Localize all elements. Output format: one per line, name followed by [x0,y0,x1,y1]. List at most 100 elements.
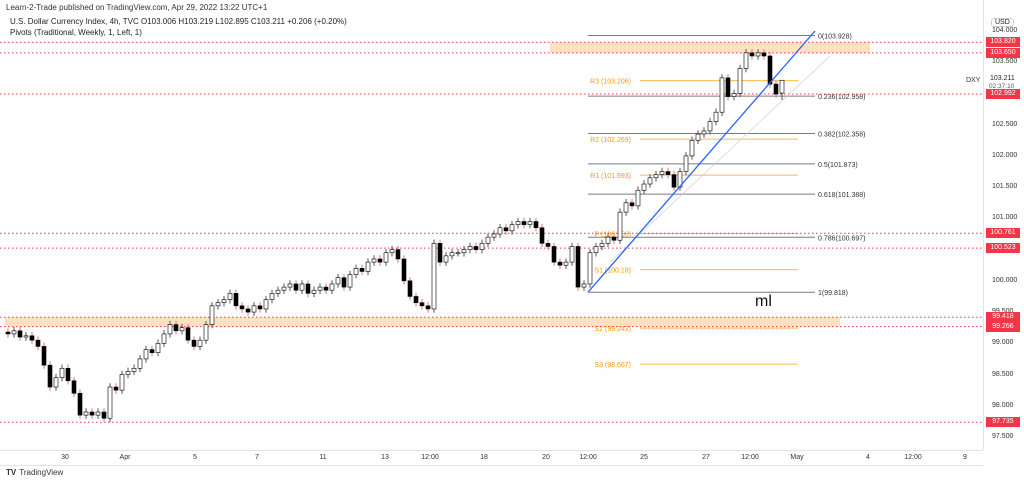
time-label: 27 [702,454,710,461]
fib-level-label: 0.5(101.873) [818,162,858,169]
candle-body [263,299,269,310]
price-chart[interactable]: 0(103.928) 0.236(102.958) 0.382(102.358) 0.… [0,0,983,450]
symbol-ohlc-line[interactable]: U.S. Dollar Currency Index, 4h, TVC O103… [10,17,347,26]
fib-level-label: 0(103.928) [818,33,852,40]
candle-body [269,293,275,300]
candle-body [719,77,725,113]
ticker-label: DXY [966,77,981,84]
time-axis[interactable]: 30 Apr 5 7 11 13 12:00 18 20 12:00 25 27… [0,450,983,466]
candle-body [161,333,167,344]
price-tick-label: 101.000 [992,214,1018,222]
pivot-label: S2 (99.243) [594,326,631,333]
candle-body [257,305,263,310]
candle-body [611,236,617,241]
currency-badge[interactable]: USD [991,18,1014,27]
candle-body [695,133,701,141]
candle-body [701,130,707,135]
candle-body [221,299,227,304]
candle-body [203,324,209,341]
candle-body [323,286,329,291]
candle-body [95,411,101,416]
candle-body [101,411,107,419]
candle-body [659,171,665,175]
candle-body [413,296,419,304]
price-tick-label: 97.500 [992,432,1014,440]
candle-body [185,327,191,341]
candle-body [251,305,257,313]
chart-annotation-text[interactable]: ml [755,293,772,310]
price-tick-label: 99.500 [992,308,1013,315]
candle-body [575,246,581,288]
candle-body [449,252,455,257]
candle-body [743,52,749,69]
price-tick-label: 103.500 [992,58,1018,66]
time-label: Apr [119,454,131,461]
candle-body [197,339,203,347]
candle-body [341,277,347,288]
level-price-badge: 102.992 [986,88,1020,99]
candle-body [473,246,479,250]
candle-body [191,339,197,347]
candle-body [443,255,449,263]
candle-body [725,77,731,97]
candle-body [287,283,293,288]
candle-body [761,52,767,57]
candle-body [635,189,641,207]
time-label: 30 [61,454,69,461]
level-price-badge: 100.761 [986,228,1020,239]
candle-body [533,221,539,229]
candle-body [113,386,119,391]
candle-body [89,411,95,416]
level-price-badge: 97.735 [986,417,1020,428]
last-price-label: 103.211 [990,75,1015,83]
candle-body [503,227,509,232]
pivot-label: P (100.756) [595,232,631,239]
candle-body [317,286,323,291]
candle-body [293,283,299,291]
time-label: 13 [381,454,389,461]
candle-body [647,177,653,185]
level-price-badge: 103.650 [986,47,1020,58]
candle-body [437,243,443,263]
candle-body [215,302,221,307]
price-tick-label: 102.000 [992,151,1018,159]
candle-body [539,227,545,244]
candle-body [407,280,413,297]
candle-body [467,246,473,250]
level-price-badge: 99.266 [986,321,1020,332]
candle-body [557,261,563,266]
pivot-label: R3 (103.206) [590,79,631,86]
candle-body [563,261,569,266]
candle-body [401,258,407,282]
price-axis[interactable]: 104.000 103.500 102.500 102.000 101.500 101.0… [983,0,1024,450]
price-tick-label: 99.000 [992,339,1014,347]
time-label: 9 [963,454,967,461]
time-label: 12:00 [579,454,597,461]
candle-body [479,243,485,250]
candle-body [365,261,371,272]
candle-body [347,274,353,288]
candle-body [491,233,497,238]
fib-level-label: 0.618(101.388) [818,192,865,199]
candle-body [5,331,11,335]
pivot-label: S1 (100.18) [594,268,631,275]
candle-body [515,221,521,225]
candle-body [593,246,599,254]
time-label: 11 [319,454,327,461]
candle-body [767,55,773,85]
candle-body [599,243,605,247]
candle-body [623,202,629,213]
candle-body [59,367,65,378]
candle-body [329,283,335,291]
candle-body [239,305,245,310]
level-price-badge: 103.820 [986,37,1020,48]
candle-body [521,221,527,225]
candle-body [353,268,359,275]
fib-level-label: 0.786(100.697) [818,235,865,242]
channel-line [609,55,831,263]
price-tick-label: 101.500 [992,183,1018,191]
footer: TV TradingView [6,468,63,477]
pivots-indicator-legend[interactable]: Pivots (Traditional, Weekly, 1, Left, 1) [10,28,142,37]
candle-body [605,236,611,244]
time-label: 12:00 [741,454,759,461]
